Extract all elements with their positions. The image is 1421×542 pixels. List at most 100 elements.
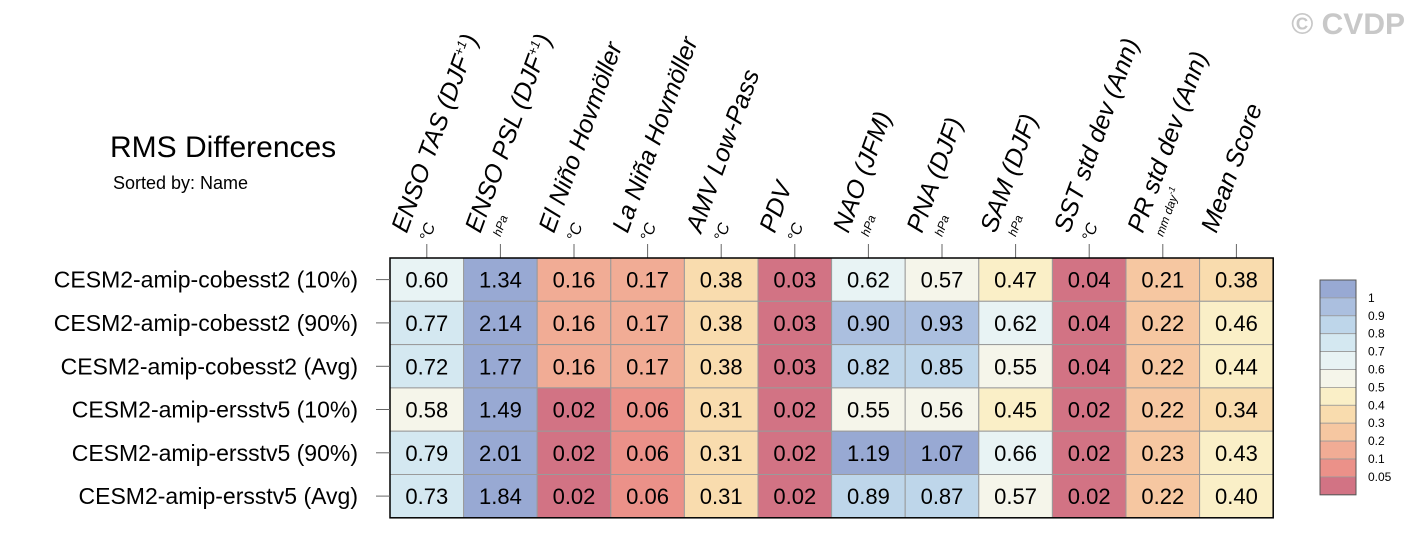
column-unit-text: °C xyxy=(1080,220,1102,243)
heatmap-cell xyxy=(610,430,685,476)
cell-value: 0.22 xyxy=(1141,354,1184,379)
legend-swatch xyxy=(1319,369,1357,388)
cell-value: 0.03 xyxy=(773,354,816,379)
cell-value: 0.16 xyxy=(553,311,596,336)
cell-value: 0.03 xyxy=(773,268,816,293)
column-label-sup: +1 xyxy=(524,38,543,57)
cell-value: 0.38 xyxy=(700,268,743,293)
column-unit-text: °C xyxy=(785,220,807,243)
cell-value: 0.02 xyxy=(773,441,816,466)
cell-value: 0.04 xyxy=(1068,268,1111,293)
cell-value: 0.02 xyxy=(773,484,816,509)
cell-value: 1.49 xyxy=(479,398,522,423)
legend-swatch xyxy=(1319,351,1357,370)
cell-value: 0.62 xyxy=(994,311,1037,336)
cell-value: 0.02 xyxy=(773,398,816,423)
row-label: CESM2-amip-ersstv5 (Avg) xyxy=(79,483,358,509)
heatmap-cell xyxy=(1199,430,1274,476)
column-unit: °C xyxy=(712,220,734,243)
heatmap-cell xyxy=(1199,474,1274,519)
column-label-sup: +1 xyxy=(451,38,470,57)
legend-swatch xyxy=(1319,333,1357,353)
cell-value: 0.02 xyxy=(1068,484,1111,509)
cell-value: 0.90 xyxy=(847,311,890,336)
row-label: CESM2-amip-cobesst2 (Avg) xyxy=(61,353,358,379)
heatmap-cell xyxy=(1199,387,1274,432)
cell-value: 0.06 xyxy=(626,398,669,423)
heatmap-cell xyxy=(610,300,685,346)
column-unit-sup: -1 xyxy=(1165,185,1177,196)
cell-value: 0.56 xyxy=(921,398,964,423)
cell-value: 0.02 xyxy=(553,398,596,423)
cell-value: 0.04 xyxy=(1068,354,1111,379)
heatmap-cell xyxy=(1051,300,1127,346)
cell-value: 0.31 xyxy=(700,441,743,466)
cell-value: 0.23 xyxy=(1141,441,1184,466)
cell-value: 0.82 xyxy=(847,354,890,379)
heatmap-cell xyxy=(389,474,465,519)
cell-value: 0.17 xyxy=(626,311,669,336)
row-label: CESM2-amip-cobesst2 (10%) xyxy=(54,267,358,293)
cell-value: 0.93 xyxy=(921,311,964,336)
color-legend: 1 0.9 0.8 0.7 0.6 0.5 0.4 0.3 0.2 0.1 0.05 xyxy=(1319,279,1392,496)
column-header: NAO (JFM)hPa xyxy=(828,108,898,238)
watermark: © CVDP xyxy=(1291,8,1405,41)
cell-value: 0.17 xyxy=(626,354,669,379)
row-labels: CESM2-amip-cobesst2 (10%) CESM2-amip-cobe… xyxy=(54,267,390,509)
legend-swatch xyxy=(1319,458,1357,478)
cell-value: 0.62 xyxy=(847,268,890,293)
cell-value: 0.22 xyxy=(1141,311,1184,336)
cell-value: 1.19 xyxy=(847,441,890,466)
column-label: Mean Score xyxy=(1196,100,1268,236)
cell-value: 0.38 xyxy=(1215,268,1258,293)
heatmap-cell xyxy=(536,300,612,346)
cell-value: 0.02 xyxy=(553,484,596,509)
legend-frame xyxy=(1319,279,1357,496)
heatmap-cell xyxy=(1051,474,1127,519)
column-labels: ENSO TAS (DJF+1)°C ENSO PSL (DJF+1)hPa El … xyxy=(386,30,1268,258)
heatmap-cell xyxy=(1125,474,1201,519)
column-label-text: Mean Score xyxy=(1196,100,1268,236)
legend-label: 0.3 xyxy=(1368,416,1385,430)
column-unit: °C xyxy=(638,220,660,243)
heatmap-cell xyxy=(904,430,980,476)
heatmap-cell xyxy=(904,257,980,302)
cell-value: 0.06 xyxy=(626,441,669,466)
cell-value: 0.55 xyxy=(847,398,890,423)
cell-value: 0.17 xyxy=(626,268,669,293)
cell-value: 1.34 xyxy=(479,268,522,293)
legend-swatch xyxy=(1319,440,1357,460)
column-unit-text: hPa xyxy=(932,213,953,238)
legend-label: 0.05 xyxy=(1368,470,1392,484)
heatmap-cell xyxy=(536,387,612,432)
legend-label: 0.6 xyxy=(1368,363,1385,377)
cell-value: 2.14 xyxy=(479,311,522,336)
heatmap-cell xyxy=(683,387,759,432)
chart-title: RMS Differences xyxy=(110,131,336,164)
cell-value: 0.34 xyxy=(1215,398,1258,423)
heatmap-cell xyxy=(610,344,685,389)
heatmap-cell xyxy=(904,344,980,389)
heatmap-cell xyxy=(1199,344,1274,389)
cell-value: 0.16 xyxy=(553,354,596,379)
row-label: CESM2-amip-cobesst2 (90%) xyxy=(54,310,358,336)
legend-swatch xyxy=(1319,386,1357,406)
column-unit: hPa xyxy=(490,213,511,238)
heatmap-cell xyxy=(536,474,612,519)
heatmap-cell xyxy=(463,474,538,519)
heatmap-cell xyxy=(978,430,1053,476)
cell-value: 0.21 xyxy=(1141,268,1184,293)
cell-value: 0.44 xyxy=(1215,354,1258,379)
column-label-text: ENSO PSL (DJF xyxy=(460,50,550,236)
column-header: PNA (DJF)hPa xyxy=(901,114,968,238)
heatmap-cell xyxy=(389,300,465,346)
heatmap-cell xyxy=(1051,257,1127,302)
column-unit: °C xyxy=(1080,220,1102,243)
column-unit: hPa xyxy=(932,213,953,238)
heatmap-cell xyxy=(831,430,906,476)
legend-swatch xyxy=(1319,315,1357,335)
legend-label: 0.2 xyxy=(1368,434,1385,448)
cell-value: 0.31 xyxy=(700,484,743,509)
heatmap-cell xyxy=(683,430,759,476)
